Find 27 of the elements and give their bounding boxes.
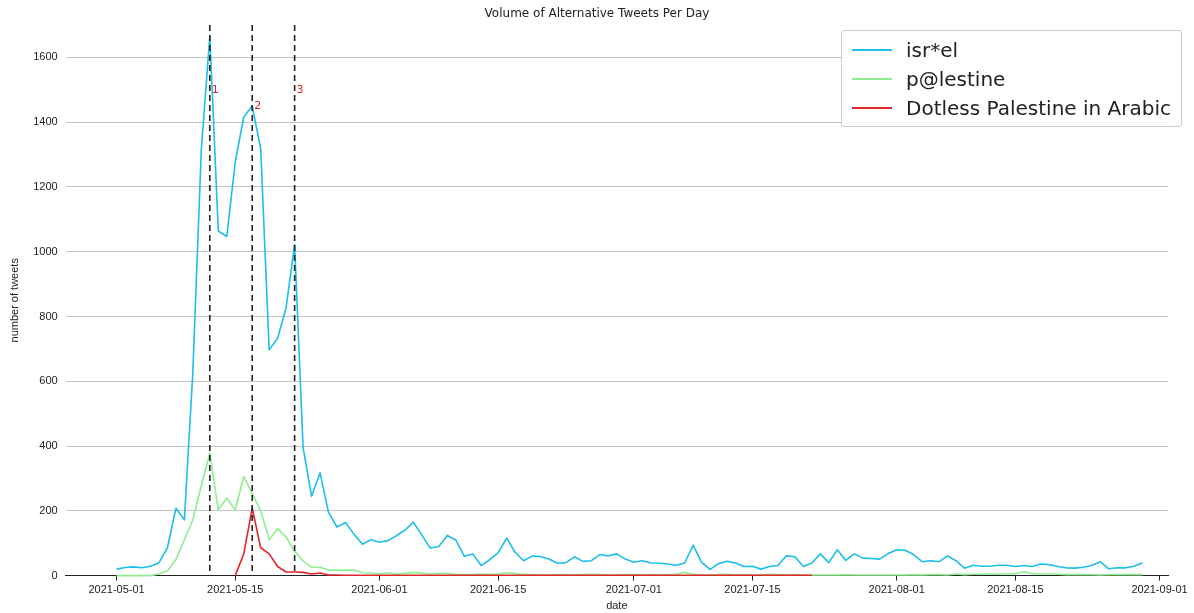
x-tick-label: 2021-09-01 xyxy=(1131,583,1188,596)
y-tick-label: 1000 xyxy=(33,244,58,257)
x-tick-label: 2021-06-01 xyxy=(351,583,408,596)
x-tick-label: 2021-08-15 xyxy=(987,583,1044,596)
y-tick-label: 200 xyxy=(39,503,58,516)
y-tick-label: 1400 xyxy=(33,115,58,128)
x-tick-label: 2021-07-01 xyxy=(605,583,662,596)
x-tick-label: 2021-06-15 xyxy=(469,583,527,596)
y-tick-label: 1200 xyxy=(33,179,58,192)
x-tick-label: 2021-07-15 xyxy=(724,583,781,596)
annotation: 2 xyxy=(254,98,262,112)
x-tick-label: 2021-05-01 xyxy=(88,583,145,596)
y-tick-label: 400 xyxy=(39,439,58,452)
x-tick-label: 2021-05-15 xyxy=(207,583,264,596)
y-axis-title: number of tweets xyxy=(7,257,20,343)
x-axis-title: date xyxy=(606,599,628,612)
annotation: 3 xyxy=(296,82,304,96)
y-tick-label: 600 xyxy=(39,374,58,387)
y-tick-label: 800 xyxy=(39,309,58,322)
chart-title: Volume of Alternative Tweets Per Day xyxy=(483,6,711,20)
legend-label: Dotless Palestine in Arabic xyxy=(906,95,1171,120)
y-tick-label: 0 xyxy=(51,568,58,581)
y-tick-label: 1600 xyxy=(33,50,58,63)
annotation: 1 xyxy=(211,82,219,96)
legend-label: p@lestine xyxy=(906,66,1006,91)
legend-label: isr*el xyxy=(906,37,959,62)
x-tick-label: 2021-08-01 xyxy=(868,583,925,596)
